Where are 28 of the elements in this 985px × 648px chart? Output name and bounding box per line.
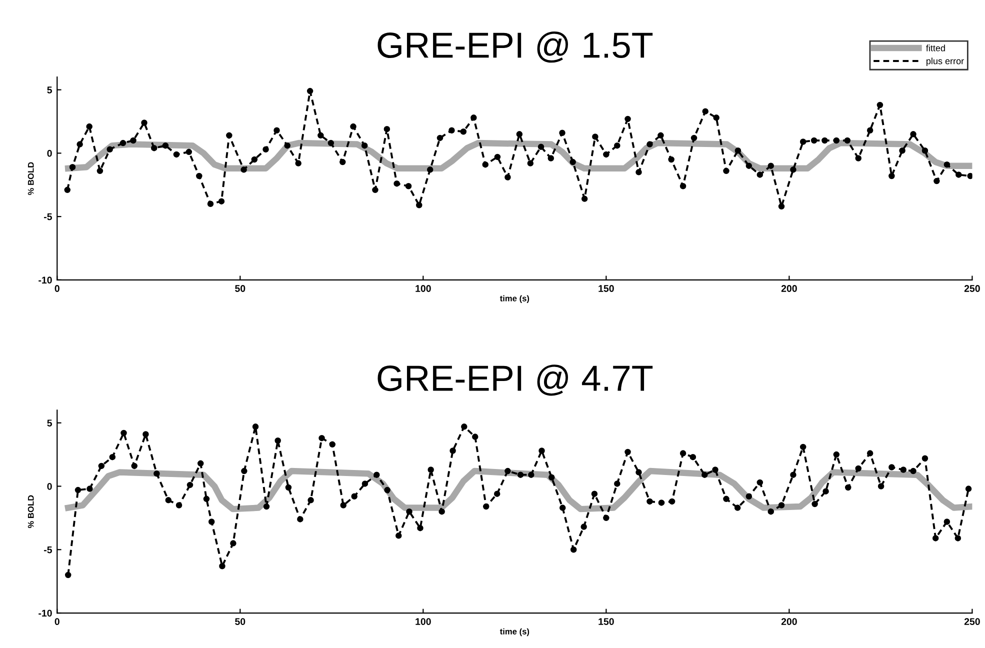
y-tick-label: 5 [47,420,52,426]
y-tick-label: -5 [44,546,52,554]
y-tick-label: 0 [47,150,52,157]
x-tick-label: 0 [54,285,60,292]
legend-label: plus error [926,58,964,66]
x-tick-label: 100 [416,285,431,292]
x-axis-title: time (s) [500,295,530,304]
x-axis-title: time (s) [500,628,530,636]
x-tick-label: 50 [235,285,246,292]
y-axis-title: % BOLD [28,162,34,195]
x-tick-label: 100 [416,618,431,626]
y-tick-label: 5 [47,86,52,94]
y-axis-title: % BOLD [28,495,34,528]
x-tick-label: 250 [964,285,980,292]
y-tick-label: -5 [44,213,52,220]
x-tick-label: 200 [781,285,797,292]
y-tick-label: -10 [38,276,52,284]
x-tick-label: 50 [235,618,246,626]
x-tick-label: 150 [598,285,614,292]
x-tick-label: 150 [598,618,614,626]
y-tick-label: 0 [47,482,52,490]
x-tick-label: 200 [781,618,797,626]
x-tick-label: 0 [54,618,60,626]
legend-label: fitted [926,44,945,52]
chart-title: GRE-EPI @ 4.7T [378,364,653,396]
chart-title: GRE-EPI @ 1.5T [378,32,653,63]
y-tick-label: -10 [38,610,52,617]
x-tick-label: 250 [964,618,980,626]
